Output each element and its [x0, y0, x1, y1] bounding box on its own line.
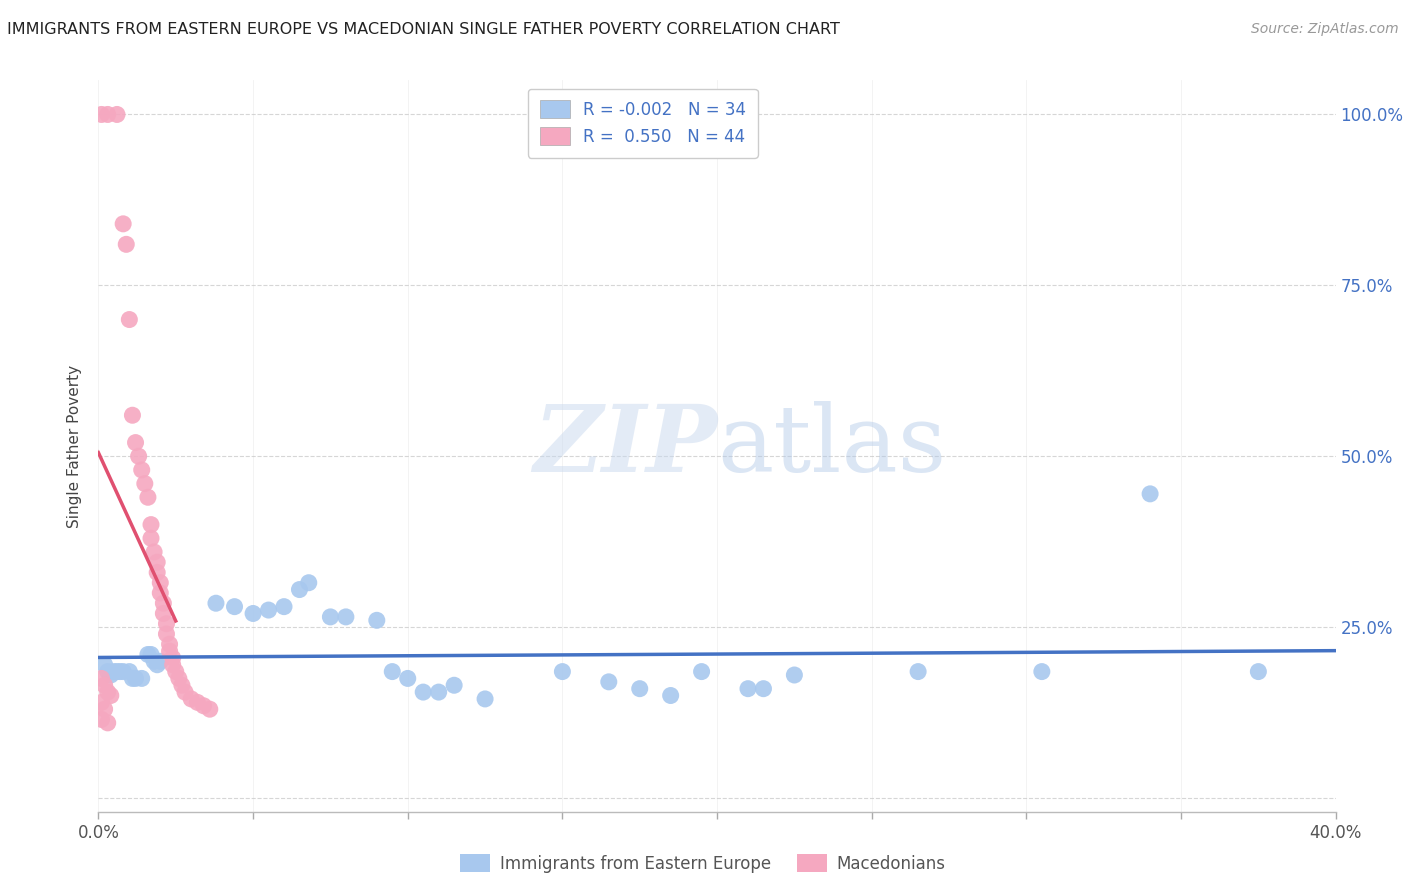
Point	[783, 668, 806, 682]
Point	[143, 654, 166, 668]
Point	[97, 107, 120, 121]
Point	[155, 627, 177, 641]
Point	[659, 689, 682, 703]
Point	[752, 681, 775, 696]
Point	[628, 681, 651, 696]
Point	[907, 665, 929, 679]
Point	[165, 665, 187, 679]
Point	[93, 657, 115, 672]
Point	[105, 665, 128, 679]
Point	[149, 586, 172, 600]
Point	[97, 665, 120, 679]
Point	[139, 648, 162, 662]
Point	[136, 490, 159, 504]
Point	[396, 672, 419, 686]
Point	[257, 603, 280, 617]
Point	[198, 702, 221, 716]
Point	[737, 681, 759, 696]
Point	[146, 566, 169, 580]
Point	[443, 678, 465, 692]
Point	[193, 698, 215, 713]
Point	[205, 596, 228, 610]
Point	[112, 217, 135, 231]
Point	[690, 665, 713, 679]
Point	[146, 657, 169, 672]
Point	[224, 599, 246, 614]
Point	[136, 648, 159, 662]
Point	[319, 610, 342, 624]
Point	[551, 665, 574, 679]
Point	[124, 435, 146, 450]
Point	[335, 610, 357, 624]
Point	[180, 692, 202, 706]
Point	[100, 689, 122, 703]
Point	[121, 672, 143, 686]
Legend: Immigrants from Eastern Europe, Macedonians: Immigrants from Eastern Europe, Macedoni…	[454, 847, 952, 880]
Point	[118, 665, 141, 679]
Point	[128, 449, 150, 463]
Point	[131, 463, 153, 477]
Legend: R = -0.002   N = 34, R =  0.550   N = 44: R = -0.002 N = 34, R = 0.550 N = 44	[529, 88, 758, 158]
Text: Source: ZipAtlas.com: Source: ZipAtlas.com	[1251, 22, 1399, 37]
Point	[90, 713, 112, 727]
Point	[100, 668, 122, 682]
Point	[93, 678, 115, 692]
Point	[139, 517, 162, 532]
Point	[105, 107, 128, 121]
Point	[162, 651, 184, 665]
Point	[112, 665, 135, 679]
Point	[90, 672, 112, 686]
Point	[124, 672, 146, 686]
Point	[115, 237, 138, 252]
Point	[427, 685, 450, 699]
Point	[90, 695, 112, 709]
Point	[167, 672, 190, 686]
Point	[159, 637, 181, 651]
Point	[149, 575, 172, 590]
Point	[598, 674, 620, 689]
Point	[155, 616, 177, 631]
Point	[97, 685, 120, 699]
Point	[97, 715, 120, 730]
Point	[1139, 487, 1161, 501]
Point	[288, 582, 311, 597]
Point	[146, 555, 169, 569]
Point	[134, 476, 156, 491]
Point	[143, 545, 166, 559]
Point	[121, 409, 143, 423]
Point	[118, 312, 141, 326]
Text: ZIP: ZIP	[533, 401, 717, 491]
Y-axis label: Single Father Poverty: Single Father Poverty	[67, 365, 83, 527]
Point	[170, 678, 193, 692]
Point	[152, 607, 174, 621]
Point	[174, 685, 197, 699]
Point	[242, 607, 264, 621]
Point	[381, 665, 404, 679]
Point	[108, 665, 131, 679]
Point	[1247, 665, 1270, 679]
Point	[159, 644, 181, 658]
Point	[162, 657, 184, 672]
Point	[149, 654, 172, 668]
Point	[93, 702, 115, 716]
Point	[90, 107, 112, 121]
Point	[1031, 665, 1053, 679]
Point	[366, 613, 388, 627]
Point	[139, 531, 162, 545]
Point	[131, 672, 153, 686]
Point	[152, 596, 174, 610]
Point	[273, 599, 295, 614]
Text: atlas: atlas	[717, 401, 946, 491]
Point	[186, 695, 208, 709]
Point	[103, 665, 125, 679]
Point	[474, 692, 496, 706]
Point	[412, 685, 434, 699]
Text: IMMIGRANTS FROM EASTERN EUROPE VS MACEDONIAN SINGLE FATHER POVERTY CORRELATION C: IMMIGRANTS FROM EASTERN EUROPE VS MACEDO…	[7, 22, 839, 37]
Point	[298, 575, 321, 590]
